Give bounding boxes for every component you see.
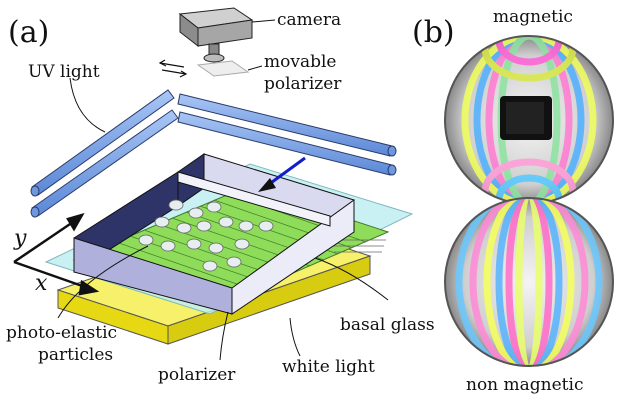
photo-elastic-label-2: particles (38, 345, 113, 365)
white-light-leader (289, 317, 301, 357)
non-magnetic-label: non magnetic (466, 375, 583, 395)
y-axis-label: y (13, 226, 27, 251)
polarizer-bottom-leader (219, 311, 229, 361)
movable-label-1: movable (264, 52, 336, 72)
uv-leader (69, 77, 106, 133)
double-arrow-icon (158, 59, 188, 78)
magnetic-label: magnetic (493, 7, 573, 27)
uv-light-label: UV light (28, 62, 100, 82)
particle-frame (73, 153, 355, 315)
glass-leader (314, 257, 389, 301)
particles-leader (57, 245, 149, 319)
polarizer-label: polarizer (158, 365, 236, 385)
panel-b-label: (b) (412, 15, 455, 50)
movable-label-2: polarizer (264, 74, 342, 94)
movable-polarizer (196, 60, 250, 77)
xy-axes (13, 212, 100, 296)
basal-glass-label: basal glass (340, 315, 435, 335)
uv-light-tubes (30, 89, 397, 218)
photo-elastic-label-1: photo-elastic (6, 323, 117, 343)
camera-label: camera (277, 10, 341, 30)
panel-a-label: (a) (8, 15, 49, 50)
white-light-label: white light (282, 357, 375, 377)
non-magnetic-disc (444, 197, 614, 367)
x-axis-label: x (35, 271, 48, 296)
polarizer-leader (247, 65, 263, 71)
camera-icon (178, 7, 254, 63)
magnetic-disc (444, 35, 614, 205)
photo-elastic-particles (138, 199, 274, 272)
blue-arrow-icon (258, 156, 306, 192)
camera-leader (251, 19, 276, 23)
